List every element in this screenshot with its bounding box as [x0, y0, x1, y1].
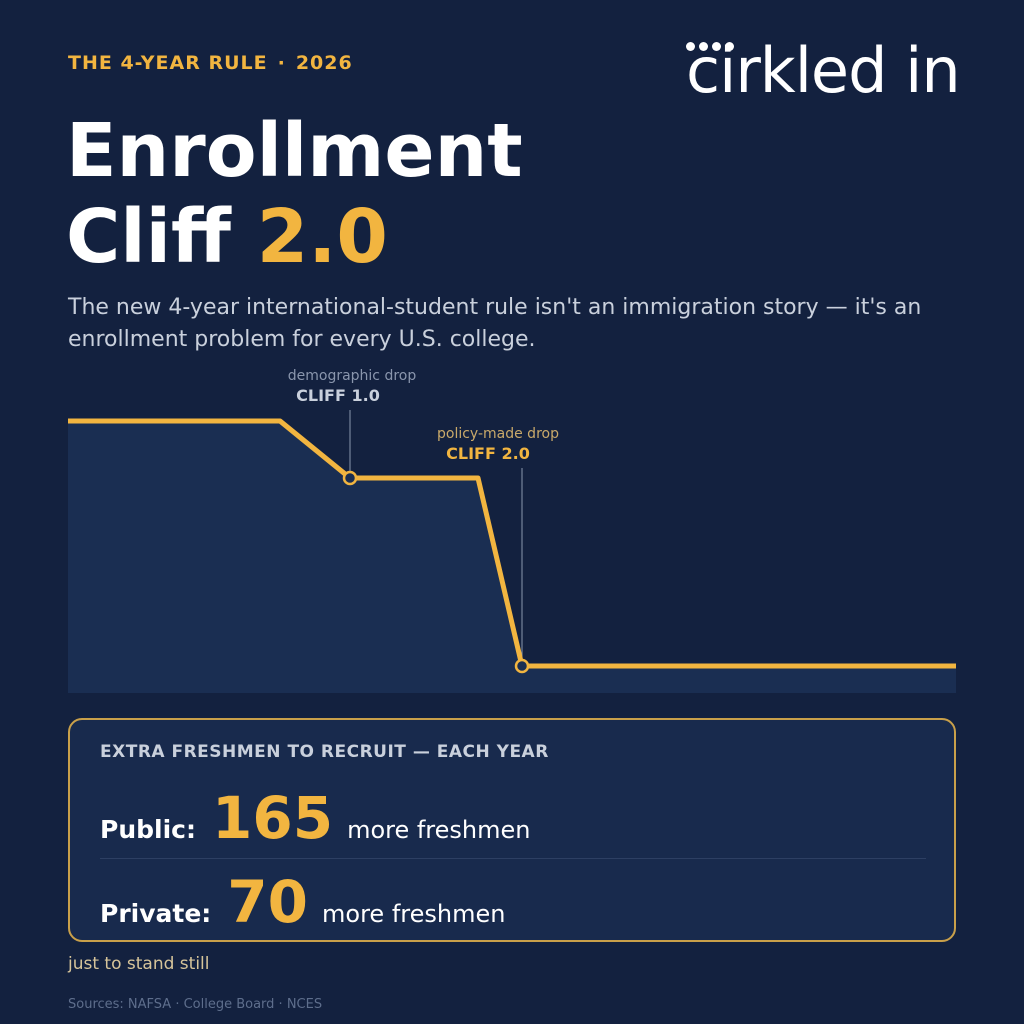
title-line-2-accent: 2.0: [256, 194, 388, 280]
stat-row-private: Private: 70 more freshmen: [100, 868, 505, 936]
cliff2-caption: policy-made drop: [437, 426, 559, 442]
cliff2-label: CLIFF 2.0: [446, 444, 530, 463]
stats-card: EXTRA FRESHMEN TO RECRUIT — EACH YEAR Pu…: [68, 718, 956, 942]
cliff1-label: CLIFF 1.0: [296, 386, 380, 405]
footnote: just to stand still: [68, 954, 210, 974]
cliff1-marker: [342, 470, 358, 486]
cliff2-marker: [514, 658, 530, 674]
brand-logo: cirkled in: [686, 36, 961, 106]
cliff1-caption: demographic drop: [288, 368, 417, 384]
cliff-line: [68, 418, 956, 669]
eyebrow-separator: ·: [277, 52, 286, 74]
title-line-2-prefix: Cliff: [66, 194, 231, 280]
title-line-1: Enrollment: [66, 108, 523, 194]
stats-heading: EXTRA FRESHMEN TO RECRUIT — EACH YEAR: [100, 742, 549, 762]
public-value: 165: [211, 784, 334, 852]
cliff-illustration: demographic drop CLIFF 1.0 policy-made d…: [68, 368, 956, 693]
eyebrow-label: THE 4-YEAR RULE: [68, 52, 268, 74]
cliff-area: [68, 421, 956, 693]
private-value: 70: [227, 868, 309, 936]
stats-divider: [100, 858, 926, 859]
subtitle: The new 4-year international-student rul…: [68, 295, 922, 352]
stat-row-public: Public: 165 more freshmen: [100, 784, 530, 852]
private-label: Private:: [100, 899, 212, 928]
private-unit: more freshmen: [322, 900, 506, 928]
sources-credit: Sources: NAFSA · College Board · NCES: [68, 997, 323, 1012]
eyebrow: THE 4-YEAR RULE · 2026: [68, 52, 353, 74]
public-label: Public:: [100, 815, 196, 844]
logo-dots-icon: [686, 42, 734, 51]
eyebrow-year: 2026: [295, 52, 353, 74]
title-line-2: Cliff 2.0: [66, 194, 523, 280]
public-unit: more freshmen: [347, 816, 531, 844]
page-title: Enrollment Cliff 2.0: [66, 108, 523, 280]
